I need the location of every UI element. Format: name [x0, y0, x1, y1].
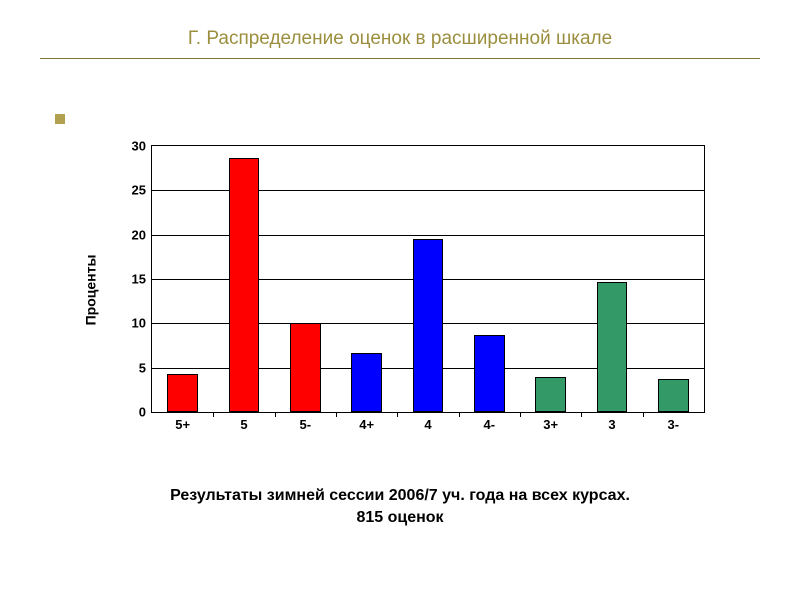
plot-area: 0510152025305+55-4+44-3+33-	[151, 145, 705, 413]
x-tick-label: 5-	[300, 417, 312, 432]
x-tick-label: 5	[240, 417, 247, 432]
x-tick-label: 4-	[484, 417, 496, 432]
x-tick-mark	[213, 412, 214, 417]
y-axis-label: Проценты	[82, 255, 98, 326]
caption-line-1: Результаты зимней сессии 2006/7 уч. года…	[0, 485, 800, 507]
bar	[413, 239, 444, 412]
caption-line-2: 815 оценок	[0, 507, 800, 529]
bar	[167, 374, 198, 412]
bar	[658, 379, 689, 412]
bar	[351, 353, 382, 412]
y-tick-label: 5	[139, 360, 146, 375]
title-underline	[40, 58, 760, 59]
x-tick-label: 3+	[543, 417, 558, 432]
x-tick-mark	[643, 412, 644, 417]
x-tick-mark	[275, 412, 276, 417]
y-tick-label: 20	[132, 227, 146, 242]
title-block: Г. Распределение оценок в расширенной шк…	[40, 28, 760, 59]
y-tick-label: 0	[139, 405, 146, 420]
bar	[597, 282, 628, 412]
bar	[290, 323, 321, 412]
x-tick-mark	[336, 412, 337, 417]
x-tick-mark	[459, 412, 460, 417]
y-tick-label: 10	[132, 316, 146, 331]
page-title: Г. Распределение оценок в расширенной шк…	[188, 28, 612, 56]
x-tick-mark	[581, 412, 582, 417]
y-tick-label: 15	[132, 272, 146, 287]
bar-chart: Проценты 0510152025305+55-4+44-3+33-	[115, 145, 705, 435]
x-tick-label: 5+	[175, 417, 190, 432]
chart-caption: Результаты зимней сессии 2006/7 уч. года…	[0, 485, 800, 528]
x-tick-label: 4	[424, 417, 431, 432]
y-tick-label: 30	[132, 139, 146, 154]
bar	[535, 377, 566, 412]
x-tick-label: 4+	[359, 417, 374, 432]
slide: Г. Распределение оценок в расширенной шк…	[0, 0, 800, 600]
bar	[229, 158, 260, 412]
bar	[474, 335, 505, 412]
x-tick-label: 3	[608, 417, 615, 432]
x-tick-label: 3-	[668, 417, 680, 432]
square-bullet-icon	[55, 114, 65, 124]
x-tick-mark	[520, 412, 521, 417]
x-tick-mark	[397, 412, 398, 417]
y-tick-label: 25	[132, 183, 146, 198]
